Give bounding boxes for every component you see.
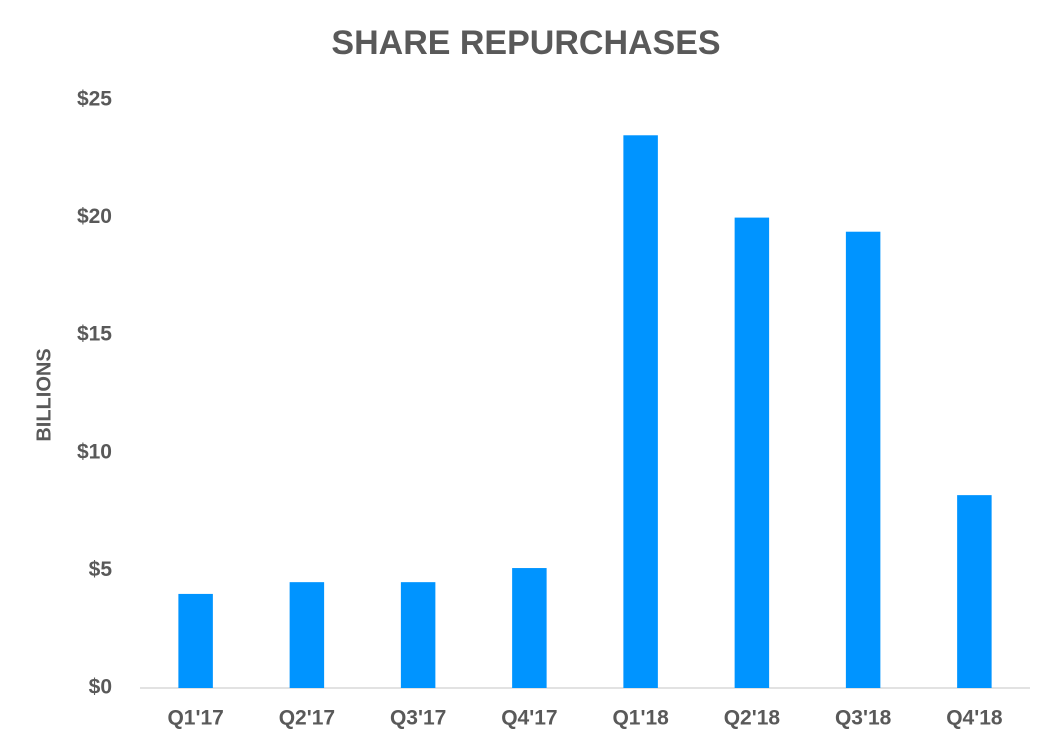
bar xyxy=(178,593,213,688)
x-tick-label: Q2'18 xyxy=(724,707,781,730)
x-tick-label: Q3'18 xyxy=(835,707,892,730)
y-tick-label: $5 xyxy=(89,558,113,581)
x-tick-label: Q1'17 xyxy=(167,707,223,730)
bar xyxy=(957,495,992,688)
bar xyxy=(289,582,325,688)
x-tick-label: Q1'18 xyxy=(612,707,669,730)
bar xyxy=(845,231,881,688)
y-tick-label: $15 xyxy=(77,323,112,346)
bar xyxy=(734,217,770,688)
x-tick-label: Q3'17 xyxy=(390,707,446,730)
bar xyxy=(512,568,547,688)
y-tick-label: $0 xyxy=(89,676,112,699)
x-tick-label: Q4'18 xyxy=(946,707,1003,730)
bar xyxy=(623,135,658,688)
x-tick-label: Q4'17 xyxy=(501,707,557,730)
x-tick-label: Q2'17 xyxy=(279,707,335,730)
y-tick-label: $25 xyxy=(77,88,112,111)
bar xyxy=(400,582,436,688)
y-tick-label: $10 xyxy=(77,440,112,463)
chart-title: SHARE REPURCHASES xyxy=(331,24,720,62)
y-axis-label: BILLIONS xyxy=(33,348,55,441)
y-tick-label: $20 xyxy=(77,205,112,228)
